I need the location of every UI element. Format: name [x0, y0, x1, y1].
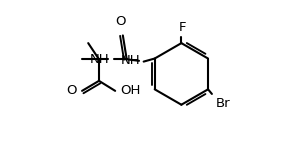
Text: OH: OH	[121, 84, 141, 97]
Text: O: O	[67, 84, 77, 97]
Text: Br: Br	[216, 97, 231, 110]
Text: F: F	[178, 21, 186, 34]
Text: O: O	[115, 16, 125, 28]
Text: NH: NH	[90, 53, 110, 66]
Text: NH: NH	[121, 54, 141, 67]
